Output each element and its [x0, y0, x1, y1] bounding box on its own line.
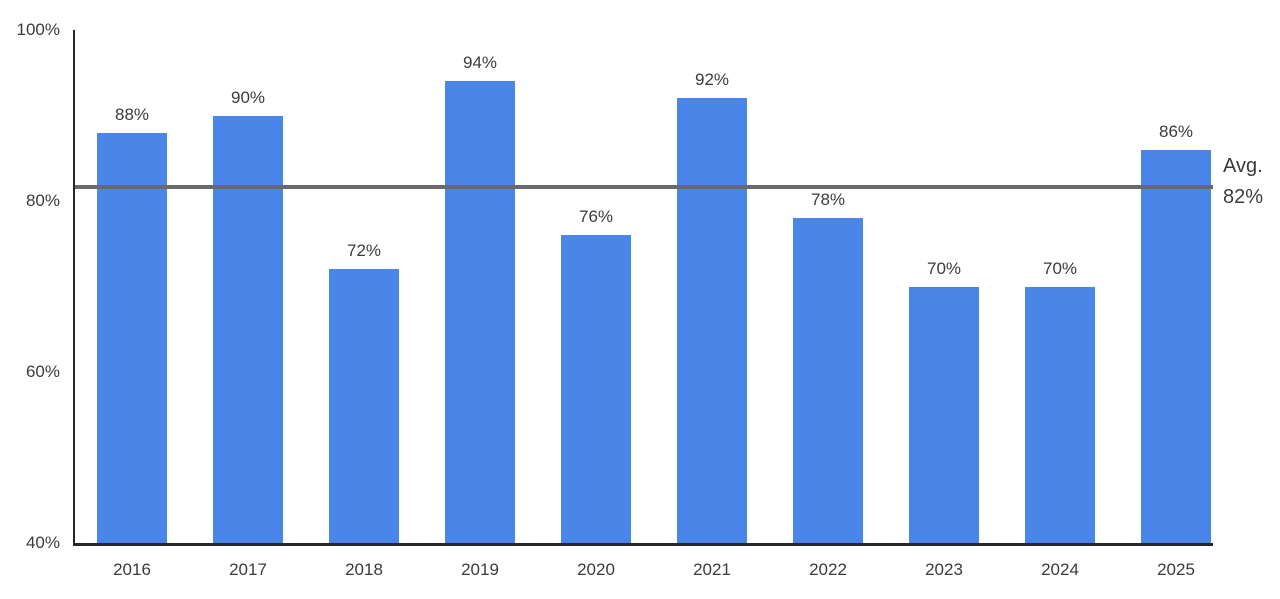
y-tick-label-100: 100%: [16, 20, 60, 39]
bar-value-label-2021: 92%: [694, 70, 730, 90]
x-category-label-2025: 2025: [1157, 560, 1195, 579]
x-category-label-2023: 2023: [925, 560, 963, 579]
x-category-label-2016: 2016: [113, 560, 151, 579]
x-category-label-2021: 2021: [693, 560, 731, 579]
bar-value-label-2023: 70%: [926, 258, 962, 278]
bar-2025: [1141, 149, 1211, 543]
x-category-label-2020: 2020: [577, 560, 615, 579]
bar-value-label-2016: 88%: [114, 104, 150, 124]
average-label-text: Avg.: [1223, 155, 1263, 177]
y-tick-label-40: 40%: [25, 533, 60, 552]
bar-2019: [445, 81, 515, 543]
bar-2020: [561, 235, 631, 543]
x-category-label-2017: 2017: [229, 560, 267, 579]
bar-value-label-2019: 94%: [462, 53, 498, 73]
bar-value-label-2025: 86%: [1158, 121, 1194, 141]
x-axis-line: [73, 543, 1213, 546]
average-line-label: Avg. 82%: [1223, 151, 1263, 213]
bar-value-label-2018: 72%: [346, 241, 382, 261]
y-tick-label-60: 60%: [25, 362, 60, 381]
bar-value-label-2017: 90%: [230, 87, 266, 107]
x-category-label-2022: 2022: [809, 560, 847, 579]
bar-2022: [793, 218, 863, 543]
bar-2017: [213, 115, 283, 543]
bar-2021: [677, 98, 747, 543]
bar-value-label-2024: 70%: [1042, 258, 1078, 278]
y-tick-label-80: 80%: [25, 191, 60, 210]
x-category-label-2024: 2024: [1041, 560, 1079, 579]
bar-2018: [329, 269, 399, 543]
bar-2023: [909, 286, 979, 543]
x-category-label-2019: 2019: [461, 560, 499, 579]
average-label-value: 82%: [1223, 186, 1264, 208]
bar-2024: [1025, 286, 1095, 543]
y-axis-line: [73, 30, 75, 546]
bar-2016: [97, 132, 167, 543]
average-line: [75, 185, 1213, 190]
x-category-label-2018: 2018: [345, 560, 383, 579]
bar-value-label-2022: 78%: [810, 190, 846, 210]
bar-value-label-2020: 76%: [578, 207, 614, 227]
plot-area: 88% 90% 72% 94% 76% 92% 78% 70% 70% 86%: [75, 30, 1213, 543]
